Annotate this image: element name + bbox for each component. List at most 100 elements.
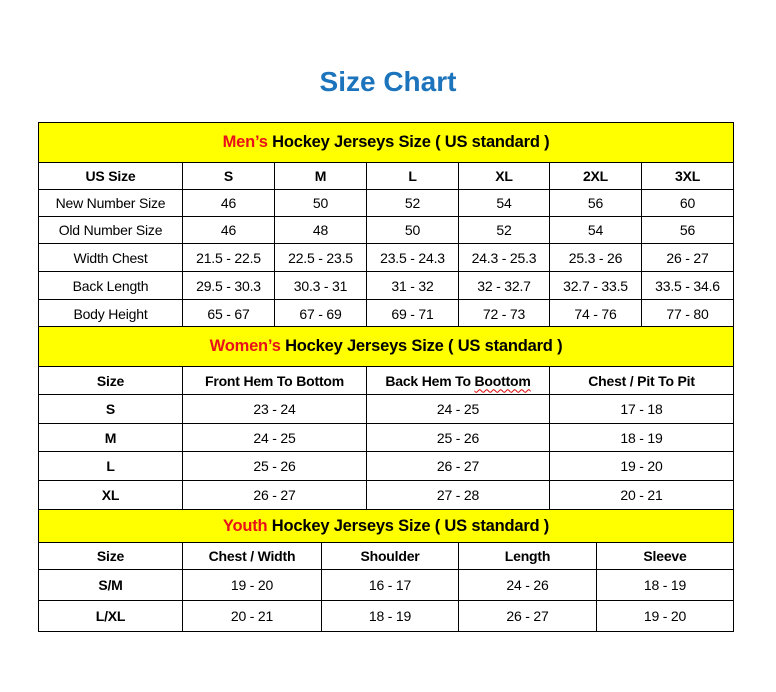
men-cell: 50 bbox=[366, 216, 459, 244]
women-band-rest: Hockey Jerseys Size ( US standard ) bbox=[280, 337, 563, 355]
women-row-label: XL bbox=[38, 480, 183, 510]
column-header-label: Sleeve bbox=[643, 548, 687, 564]
men-band-lead: Men’s bbox=[222, 133, 268, 151]
men-cell: 52 bbox=[458, 216, 550, 244]
men-row-label: Width Chest bbox=[38, 243, 183, 272]
men-table-row: Old Number Size 46 48 50 52 54 56 bbox=[38, 216, 735, 244]
men-header-row: US Size S M L XL 2XL 3XL bbox=[38, 162, 735, 190]
womens-size-table: Women’s Hockey Jerseys Size ( US standar… bbox=[37, 326, 735, 510]
men-cell: 52 bbox=[366, 189, 459, 217]
youth-cell: 18 - 19 bbox=[321, 600, 459, 632]
column-header-label: Front Hem To Bottom bbox=[204, 372, 345, 389]
column-header-label: Shoulder bbox=[360, 548, 420, 564]
youth-column-header: Size bbox=[38, 542, 183, 570]
youth-column-header: Length bbox=[458, 542, 597, 570]
women-cell: 24 - 25 bbox=[366, 394, 550, 424]
women-cell: 25 - 26 bbox=[366, 423, 550, 452]
women-column-header: Chest / Pit To Pit bbox=[548, 366, 735, 395]
men-band-row: Men’s Hockey Jerseys Size ( US standard … bbox=[37, 122, 735, 163]
column-header-label: Chest / Width bbox=[208, 548, 296, 564]
men-row-label: Body Height bbox=[38, 299, 183, 328]
men-cell: 72 - 73 bbox=[458, 299, 550, 328]
women-band-row: Women’s Hockey Jerseys Size ( US standar… bbox=[37, 326, 735, 367]
men-cell: 50 bbox=[274, 189, 367, 217]
youth-cell: 24 - 26 bbox=[458, 569, 597, 601]
men-cell: 54 bbox=[549, 216, 642, 244]
men-cell: 67 - 69 bbox=[274, 299, 367, 328]
men-cell: 48 bbox=[274, 216, 367, 244]
men-cell: 33.5 - 34.6 bbox=[640, 271, 735, 300]
column-header-label: Chest / Pit To Pit bbox=[588, 372, 695, 389]
youth-cell: 26 - 27 bbox=[458, 600, 597, 632]
women-row-label: S bbox=[38, 394, 183, 424]
column-header-label: Size bbox=[96, 548, 125, 564]
youth-table-row: S/M 19 - 20 16 - 17 24 - 26 18 - 19 bbox=[38, 569, 735, 601]
column-header-label: Size bbox=[96, 372, 125, 389]
men-row-label: Old Number Size bbox=[38, 216, 183, 244]
men-cell: 74 - 76 bbox=[549, 299, 642, 328]
women-table-row: L 25 - 26 26 - 27 19 - 20 bbox=[38, 451, 735, 481]
men-cell: 25.3 - 26 bbox=[549, 243, 642, 272]
men-column-header: 3XL bbox=[640, 162, 735, 190]
column-header-label: Back Hem To Boottom bbox=[385, 372, 531, 389]
men-band-rest: Hockey Jerseys Size ( US standard ) bbox=[267, 133, 550, 151]
men-column-header: US Size bbox=[38, 162, 183, 190]
men-table-row: New Number Size 46 50 52 54 56 60 bbox=[38, 189, 735, 217]
men-column-header: M bbox=[274, 162, 367, 190]
women-cell: 24 - 25 bbox=[182, 423, 367, 452]
women-cell: 27 - 28 bbox=[366, 480, 550, 510]
women-cell: 26 - 27 bbox=[182, 480, 367, 510]
men-cell: 32 - 32.7 bbox=[458, 271, 550, 300]
youth-cell: 19 - 20 bbox=[595, 600, 735, 632]
men-cell: 26 - 27 bbox=[640, 243, 735, 272]
youth-band-row: Youth Hockey Jerseys Size ( US standard … bbox=[37, 509, 735, 543]
men-table-row: Body Height 65 - 67 67 - 69 69 - 71 72 - 73 7… bbox=[38, 299, 735, 328]
spellcheck-underlined-word: Boottom bbox=[474, 372, 531, 389]
column-header-label: XL bbox=[495, 168, 513, 184]
men-row-label: Back Length bbox=[38, 271, 183, 300]
column-header-label: Length bbox=[504, 548, 551, 564]
women-cell: 23 - 24 bbox=[182, 394, 367, 424]
women-cell: 26 - 27 bbox=[366, 451, 550, 481]
men-cell: 22.5 - 23.5 bbox=[274, 243, 367, 272]
men-row-label: New Number Size bbox=[38, 189, 183, 217]
men-cell: 65 - 67 bbox=[182, 299, 275, 328]
women-cell: 17 - 18 bbox=[548, 394, 735, 424]
men-cell: 31 - 32 bbox=[366, 271, 459, 300]
women-row-label: L bbox=[38, 451, 183, 481]
women-table-row: M 24 - 25 25 - 26 18 - 19 bbox=[38, 423, 735, 452]
column-header-label: 3XL bbox=[674, 168, 701, 184]
youth-column-header: Sleeve bbox=[595, 542, 735, 570]
women-header-row: Size Front Hem To Bottom Back Hem To Boott… bbox=[38, 366, 735, 395]
youth-size-table: Youth Hockey Jerseys Size ( US standard … bbox=[37, 509, 735, 632]
youth-row-label: L/XL bbox=[38, 600, 183, 632]
column-header-label: M bbox=[314, 168, 327, 184]
men-table-row: Back Length 29.5 - 30.3 30.3 - 31 31 - 32 32… bbox=[38, 271, 735, 300]
women-band-title: Women’s Hockey Jerseys Size ( US standar… bbox=[37, 326, 735, 367]
men-cell: 54 bbox=[458, 189, 550, 217]
men-cell: 46 bbox=[182, 216, 275, 244]
column-header-label: 2XL bbox=[582, 168, 609, 184]
men-cell: 56 bbox=[549, 189, 642, 217]
men-cell: 32.7 - 33.5 bbox=[549, 271, 642, 300]
men-cell: 29.5 - 30.3 bbox=[182, 271, 275, 300]
men-table-row: Width Chest 21.5 - 22.5 22.5 - 23.5 23.5 - … bbox=[38, 243, 735, 272]
women-table-row: S 23 - 24 24 - 25 17 - 18 bbox=[38, 394, 735, 424]
men-cell: 30.3 - 31 bbox=[274, 271, 367, 300]
women-cell: 19 - 20 bbox=[548, 451, 735, 481]
youth-header-row: Size Chest / Width Shoulder Length Sleeve bbox=[38, 542, 735, 570]
men-cell: 23.5 - 24.3 bbox=[366, 243, 459, 272]
women-cell: 20 - 21 bbox=[548, 480, 735, 510]
youth-column-header: Shoulder bbox=[321, 542, 459, 570]
column-header-label: L bbox=[408, 168, 417, 184]
men-band-title: Men’s Hockey Jerseys Size ( US standard … bbox=[37, 122, 735, 163]
youth-row-label: S/M bbox=[38, 569, 183, 601]
men-cell: 24.3 - 25.3 bbox=[458, 243, 550, 272]
women-column-header: Back Hem To Boottom bbox=[366, 366, 550, 395]
women-cell: 18 - 19 bbox=[548, 423, 735, 452]
youth-cell: 19 - 20 bbox=[182, 569, 322, 601]
men-column-header: XL bbox=[458, 162, 550, 190]
women-cell: 25 - 26 bbox=[182, 451, 367, 481]
men-cell: 69 - 71 bbox=[366, 299, 459, 328]
youth-table-row: L/XL 20 - 21 18 - 19 26 - 27 19 - 20 bbox=[38, 600, 735, 632]
